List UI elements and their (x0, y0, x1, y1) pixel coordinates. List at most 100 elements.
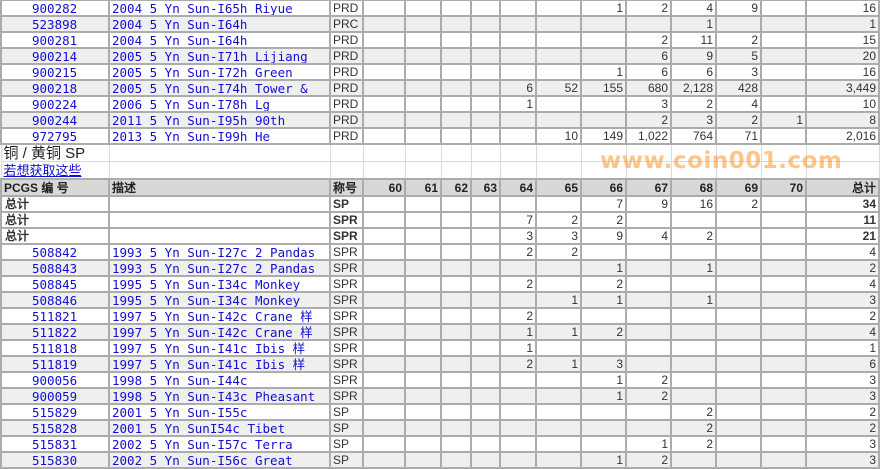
pcgs-number-link[interactable]: 900059 (0, 387, 110, 405)
pcgs-number-link-text[interactable]: 900281 (32, 34, 78, 47)
grade-62-count (440, 371, 472, 389)
pcgs-number-link[interactable]: 972795 (0, 127, 110, 145)
description-link[interactable]: 1995 5 Yn Sun-I34c Monkey (108, 275, 331, 293)
pcgs-number-link-text[interactable]: 900224 (32, 98, 78, 111)
description-link[interactable]: 1993 5 Yn Sun-I27c 2 Pandas (108, 243, 331, 261)
description-link[interactable]: 1995 5 Yn Sun-I34c Monkey (108, 291, 331, 309)
pcgs-number-link-text[interactable]: 508843 (32, 262, 78, 275)
pcgs-number-link-text[interactable]: 900056 (32, 374, 78, 387)
pcgs-number-link-text[interactable]: 515830 (32, 454, 78, 467)
pcgs-number-link-text[interactable]: 515831 (32, 438, 78, 451)
pcgs-number-link[interactable]: 511821 (0, 307, 110, 325)
grade-66-count (580, 307, 627, 325)
description-link-text[interactable]: 2001 5 Yn SunI54c Tibet (112, 422, 286, 435)
pcgs-number-link[interactable]: 508846 (0, 291, 110, 309)
description-link-text[interactable]: 1993 5 Yn Sun-I27c 2 Pandas (112, 246, 316, 259)
description-link-text[interactable]: 1998 5 Yn Sun-I43c Pheasant (112, 390, 316, 403)
pcgs-number-link-text[interactable]: 900059 (32, 390, 78, 403)
description-link-text[interactable]: 2004 5 Yn Sun-I64h (112, 18, 248, 31)
pcgs-number-link[interactable]: 508845 (0, 275, 110, 293)
pcgs-number-link[interactable]: 900244 (0, 111, 110, 129)
pcgs-number-link-text[interactable]: 972795 (32, 130, 78, 143)
description-link-text[interactable]: 2002 5 Yn Sun-I57c Terra (112, 438, 293, 451)
pcgs-number-link-text[interactable]: 515829 (32, 406, 78, 419)
pcgs-number-link[interactable]: 900281 (0, 31, 110, 49)
description-link-text[interactable]: 2004 5 Yn Sun-I65h Riyue (112, 2, 293, 15)
pcgs-number-link-text[interactable]: 511822 (32, 326, 78, 339)
pcgs-number-link-text[interactable]: 508845 (32, 278, 78, 291)
description-link[interactable]: 2005 5 Yn Sun-I71h Lijiang (108, 47, 331, 65)
grade-70-count (760, 323, 807, 341)
description-link-text[interactable]: 2013 5 Yn Sun-I99h He (112, 130, 271, 143)
pcgs-number-link[interactable]: 900282 (0, 0, 110, 17)
pcgs-number-link[interactable]: 508842 (0, 243, 110, 261)
get-data-link[interactable]: 若想获取这些 (0, 161, 110, 180)
grade-69-count: 2 (715, 111, 762, 129)
description-link[interactable]: 2004 5 Yn Sun-I65h Riyue (108, 0, 331, 17)
pcgs-number-link-text[interactable]: 508842 (32, 246, 78, 259)
pcgs-number-link[interactable]: 515831 (0, 435, 110, 453)
pcgs-number-link[interactable]: 515828 (0, 419, 110, 437)
pcgs-number-link-text[interactable]: 511819 (32, 358, 78, 371)
total-count: 3 (805, 387, 880, 405)
description-link[interactable]: 2011 5 Yn Sun-I95h 90th (108, 111, 331, 129)
description-link[interactable]: 2004 5 Yn Sun-I64h (108, 31, 331, 49)
description-link[interactable]: 1993 5 Yn Sun-I27c 2 Pandas (108, 259, 331, 277)
pcgs-number-link[interactable]: 900218 (0, 79, 110, 97)
description-link-text[interactable]: 2002 5 Yn Sun-I56c Great (112, 454, 293, 467)
description-link-text[interactable]: 2005 5 Yn Sun-I72h Green (112, 66, 293, 79)
description-link-text[interactable]: 1997 5 Yn Sun-I41c Ibis 样 (112, 342, 306, 355)
description-link[interactable]: 1997 5 Yn Sun-I41c Ibis 样 (108, 339, 331, 357)
grade-70-count (760, 0, 807, 17)
pcgs-number-link[interactable]: 900224 (0, 95, 110, 113)
pcgs-number-link[interactable]: 900214 (0, 47, 110, 65)
pcgs-number-link-text[interactable]: 900244 (32, 114, 78, 127)
description-link-text[interactable]: 1998 5 Yn Sun-I44c (112, 374, 248, 387)
description-link[interactable]: 1998 5 Yn Sun-I44c (108, 371, 331, 389)
pcgs-number-link-text[interactable]: 508846 (32, 294, 78, 307)
description-link-text[interactable]: 1993 5 Yn Sun-I27c 2 Pandas (112, 262, 316, 275)
description-link-text[interactable]: 2011 5 Yn Sun-I95h 90th (112, 114, 286, 127)
description-link[interactable]: 2001 5 Yn SunI54c Tibet (108, 419, 331, 437)
description-link-text[interactable]: 1995 5 Yn Sun-I34c Monkey (112, 294, 301, 307)
description-link-text[interactable]: 1995 5 Yn Sun-I34c Monkey (112, 278, 301, 291)
pcgs-number-link[interactable]: 511819 (0, 355, 110, 373)
pcgs-number-link[interactable]: 900215 (0, 63, 110, 81)
pcgs-number-link[interactable]: 900056 (0, 371, 110, 389)
pcgs-number-link[interactable]: 523898 (0, 15, 110, 33)
description-link-text[interactable]: 2001 5 Yn Sun-I55c (112, 406, 248, 419)
pcgs-number-link-text[interactable]: 511818 (32, 342, 78, 355)
pcgs-number-link-text[interactable]: 900218 (32, 82, 78, 95)
pcgs-number-link-text[interactable]: 900215 (32, 66, 78, 79)
pcgs-number-link-text[interactable]: 900214 (32, 50, 78, 63)
description-link[interactable]: 2005 5 Yn Sun-I72h Green (108, 63, 331, 81)
pcgs-number-link[interactable]: 511818 (0, 339, 110, 357)
pcgs-number-link[interactable]: 508843 (0, 259, 110, 277)
description-link-text[interactable]: 2005 5 Yn Sun-I71h Lijiang (112, 50, 308, 63)
description-link[interactable]: 1997 5 Yn Sun-I41c Ibis 样 (108, 355, 331, 373)
description-link[interactable]: 2001 5 Yn Sun-I55c (108, 403, 331, 421)
grade-64-count (499, 31, 537, 49)
description-link-text[interactable]: 2004 5 Yn Sun-I64h (112, 34, 248, 47)
description-link[interactable]: 2006 5 Yn Sun-I78h Lg (108, 95, 331, 113)
grade-67-count (625, 275, 672, 293)
table-row: 900282 2004 5 Yn Sun-I65h Riyue PRD 1 2 4 9 16 (0, 0, 880, 17)
pcgs-number-link[interactable]: 515829 (0, 403, 110, 421)
pcgs-number-link-text[interactable]: 511821 (32, 310, 78, 323)
pcgs-number-link-text[interactable]: 523898 (32, 18, 78, 31)
description-link-text[interactable]: 1997 5 Yn Sun-I42c Crane 样 (112, 310, 313, 323)
description-link-text[interactable]: 2006 5 Yn Sun-I78h Lg (112, 98, 271, 111)
description-link-text[interactable]: 1997 5 Yn Sun-I41c Ibis 样 (112, 358, 306, 371)
pcgs-number-link-text[interactable]: 515828 (32, 422, 78, 435)
description-link[interactable]: 2013 5 Yn Sun-I99h He (108, 127, 331, 145)
description-link[interactable]: 2005 5 Yn Sun-I74h Tower & (108, 79, 331, 97)
description-link[interactable]: 1997 5 Yn Sun-I42c Crane 样 (108, 307, 331, 325)
description-link-text[interactable]: 2005 5 Yn Sun-I74h Tower & (112, 82, 308, 95)
description-link-text[interactable]: 1997 5 Yn Sun-I42c Crane 样 (112, 326, 313, 339)
pcgs-number-link-text[interactable]: 900282 (32, 2, 78, 15)
description-link[interactable]: 2004 5 Yn Sun-I64h (108, 15, 331, 33)
description-link[interactable]: 1998 5 Yn Sun-I43c Pheasant (108, 387, 331, 405)
description-link[interactable]: 2002 5 Yn Sun-I57c Terra (108, 435, 331, 453)
pcgs-number-link[interactable]: 511822 (0, 323, 110, 341)
description-link[interactable]: 1997 5 Yn Sun-I42c Crane 样 (108, 323, 331, 341)
